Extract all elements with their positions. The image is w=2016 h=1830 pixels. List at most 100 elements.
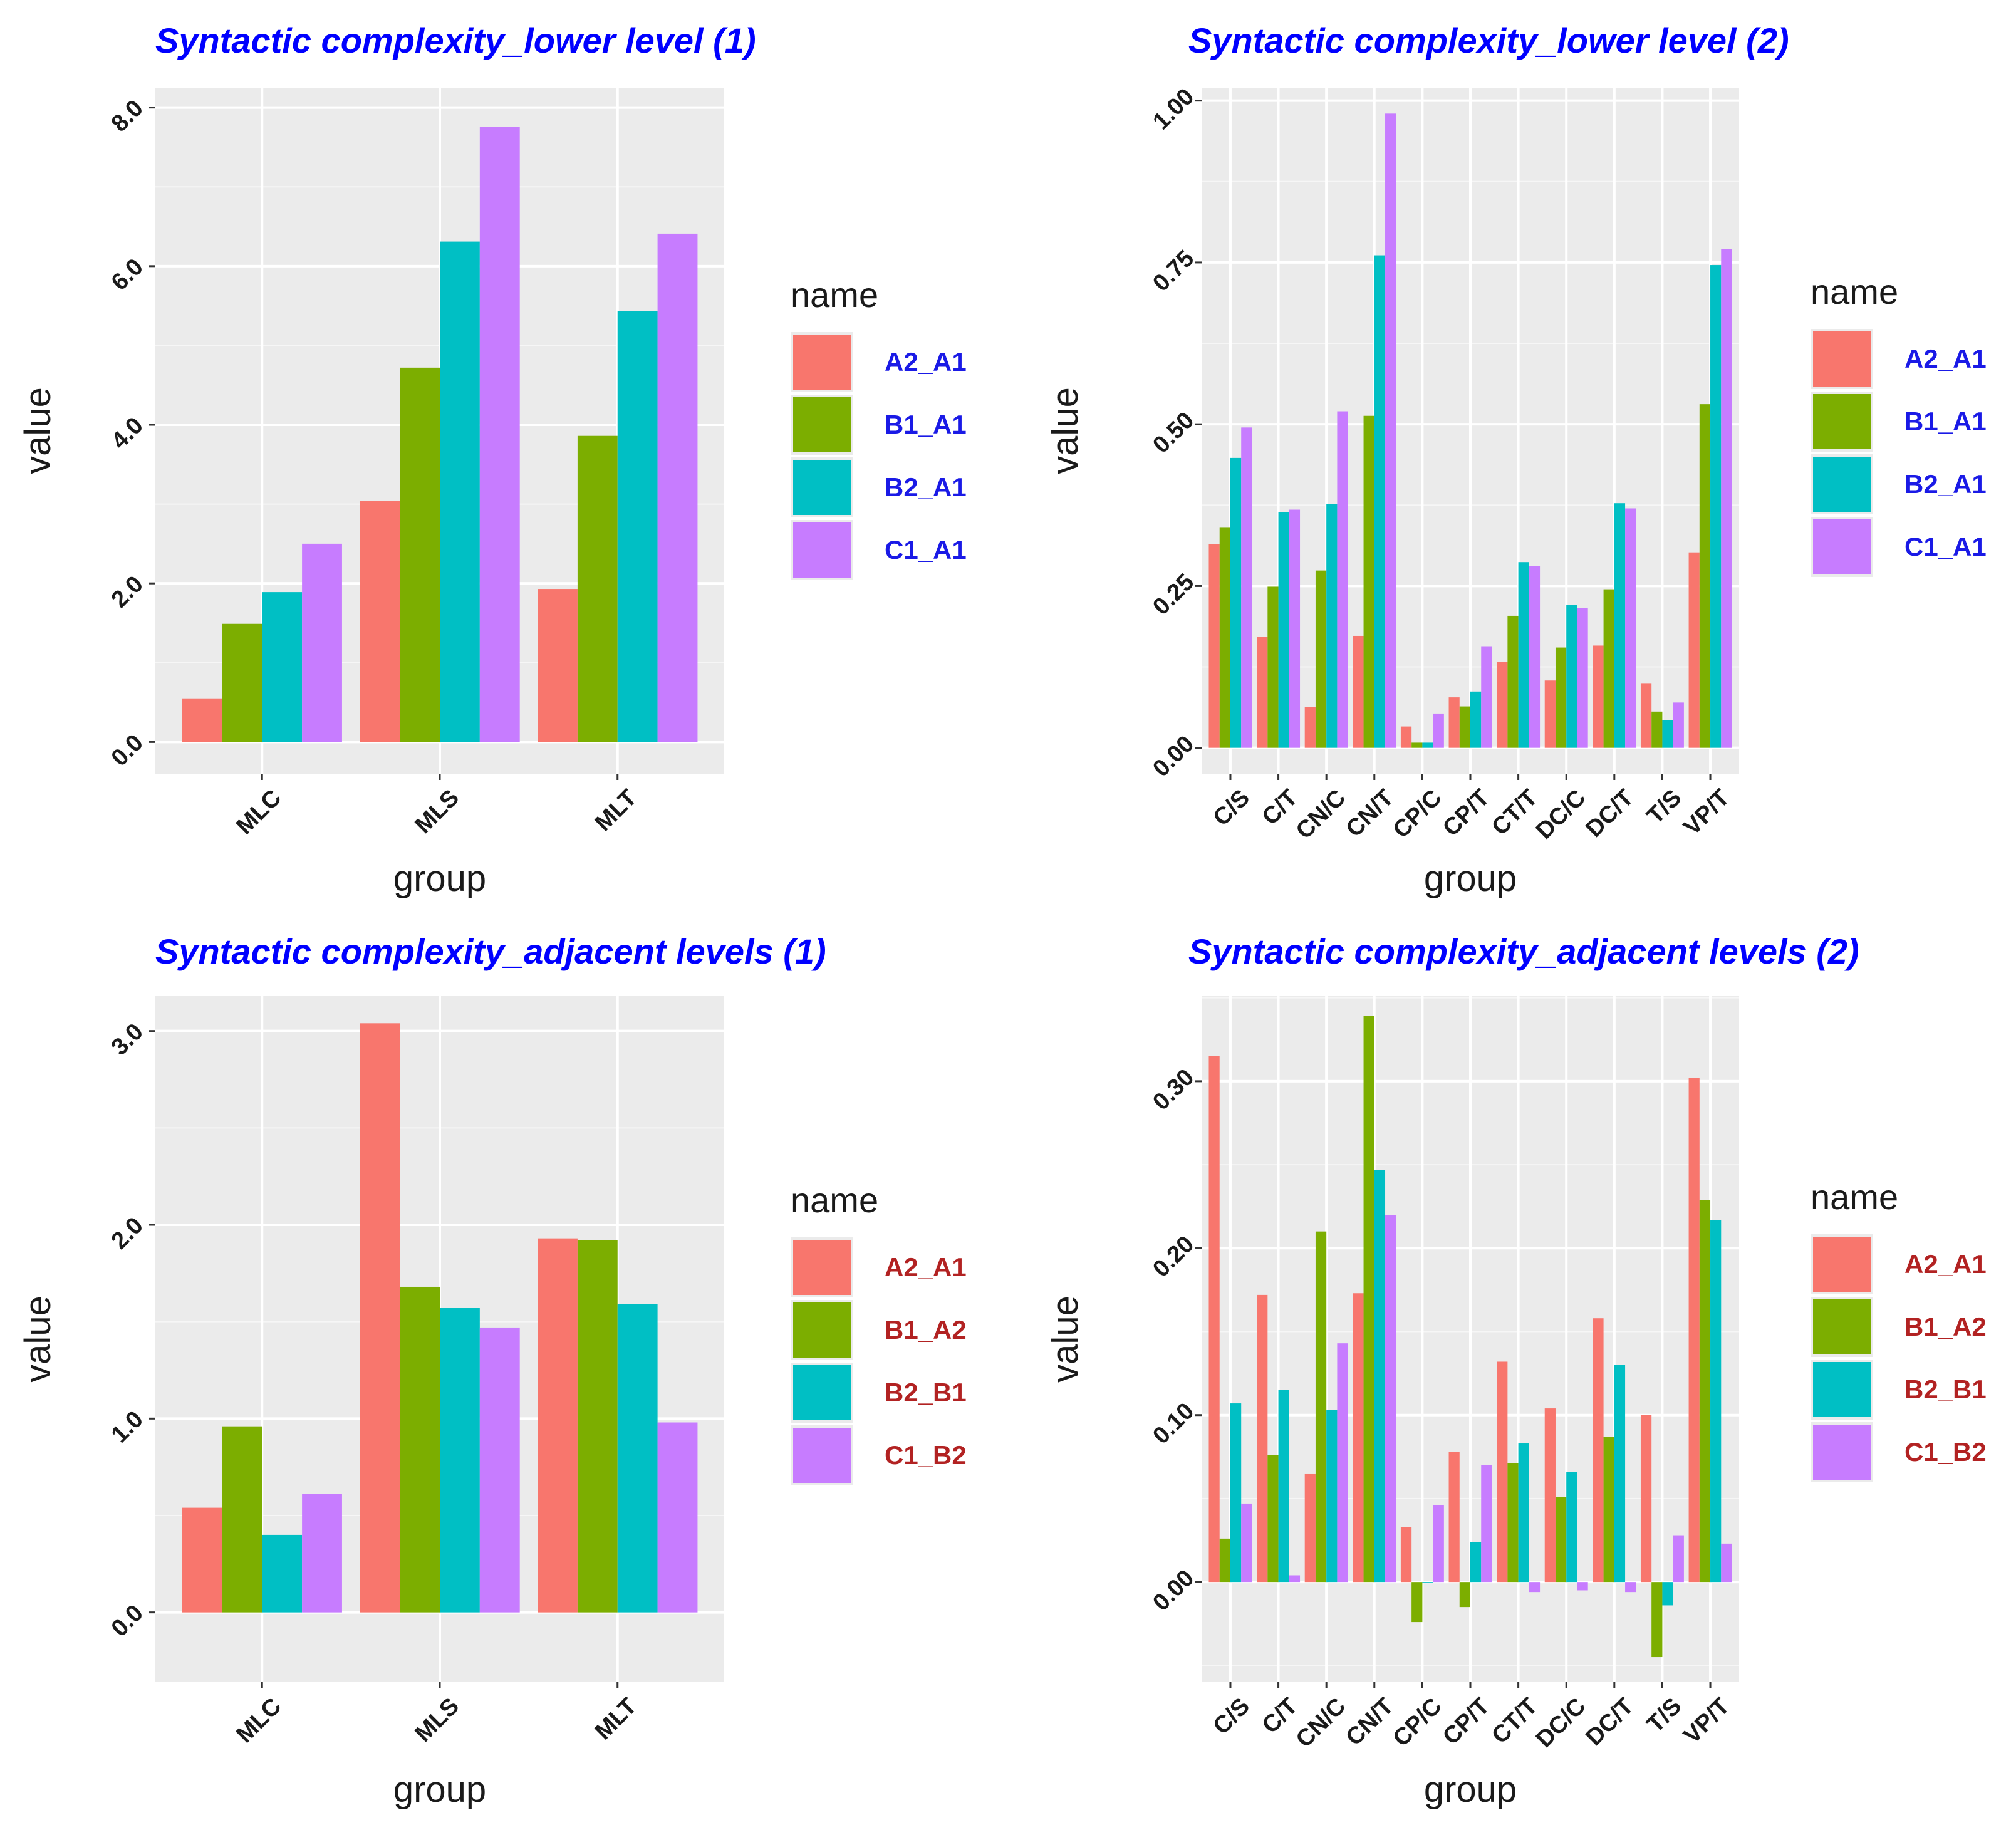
legend-swatch-b2-b1 [1813, 1362, 1871, 1417]
legend-swatch-c1-a1 [793, 522, 851, 578]
bar-c-t-b1-a1 [1267, 586, 1279, 748]
bar-cp-t-b2-b1 [1470, 1542, 1482, 1583]
bar-c-s-b1-a1 [1219, 527, 1230, 748]
bar-c-s-b1-a2 [1219, 1538, 1230, 1583]
legend-title: name [1811, 272, 1898, 311]
bar-cp-c-c1-a1 [1433, 713, 1444, 748]
bar-mlt-c1-a1 [657, 233, 698, 742]
x-tick-label: DC/C [1531, 784, 1591, 844]
bar-ct-t-b2-b1 [1518, 1443, 1529, 1583]
bar-cn-c-a2-a1 [1304, 1473, 1316, 1583]
bar-cp-t-a2-a1 [1448, 1452, 1460, 1583]
x-axis-title: group [1424, 1769, 1517, 1810]
bar-dc-t-c1-b2 [1625, 1582, 1636, 1593]
bar-vp-t-a2-a1 [1688, 552, 1700, 748]
bar-c-t-b2-a1 [1278, 512, 1289, 748]
bar-c-s-c1-b2 [1241, 1503, 1252, 1583]
bar-mls-c1-b2 [479, 1327, 520, 1613]
y-axis-title: value [1045, 387, 1086, 474]
bar-dc-c-c1-b2 [1577, 1582, 1588, 1591]
chart-title: Syntactic complexity_adjacent levels (1) [155, 932, 826, 971]
bar-dc-c-a2-a1 [1544, 680, 1556, 748]
bar-ct-t-c1-a1 [1529, 566, 1541, 748]
bar-t-s-a2-a1 [1640, 683, 1652, 748]
x-tick-label: CP/T [1438, 1693, 1495, 1750]
legend-label-a2-a1: A2_A1 [885, 1252, 967, 1282]
y-tick-label: 0.20 [1148, 1231, 1199, 1282]
y-tick-label: 6.0 [107, 254, 148, 296]
bar-cp-t-a2-a1 [1448, 697, 1460, 748]
legend-swatch-b2-a1 [1813, 457, 1871, 512]
bar-mlc-b2-a1 [262, 592, 303, 742]
bar-cn-c-b2-a1 [1326, 504, 1338, 748]
bar-cp-c-a2-a1 [1400, 1527, 1412, 1583]
x-tick-label: CN/C [1291, 784, 1351, 844]
bar-mlt-c1-b2 [657, 1422, 698, 1613]
y-axis-title: value [18, 387, 58, 474]
bar-mlc-b2-b1 [262, 1534, 303, 1613]
bar-cp-c-b1-a2 [1411, 1582, 1423, 1623]
bar-t-s-b1-a1 [1651, 711, 1663, 748]
bar-dc-c-b1-a1 [1555, 647, 1567, 748]
y-tick-label: 2.0 [107, 1212, 148, 1254]
bar-mlc-c1-a1 [302, 543, 342, 742]
bar-c-s-b2-b1 [1230, 1403, 1242, 1583]
bar-mlt-a2-a1 [538, 1238, 578, 1613]
bar-t-s-c1-b2 [1673, 1535, 1684, 1583]
y-tick-label: 0.00 [1148, 730, 1199, 782]
x-tick-label: CP/C [1388, 784, 1447, 843]
x-tick-label: CT/T [1487, 784, 1542, 840]
bar-cn-t-b1-a1 [1363, 415, 1374, 748]
legend-swatch-a2-a1 [793, 1240, 851, 1295]
legend-title: name [1811, 1177, 1898, 1217]
legend-label-b1-a2: B1_A2 [1904, 1312, 1987, 1341]
x-tick-label: DC/C [1531, 1693, 1591, 1752]
legend-label-b2-a1: B2_A1 [885, 472, 967, 502]
bar-cn-t-c1-a1 [1385, 113, 1396, 748]
y-tick-label: 0.0 [107, 1600, 148, 1642]
bar-ct-t-b1-a2 [1507, 1463, 1519, 1583]
y-tick-label: 0.00 [1148, 1565, 1199, 1616]
x-axis-title: group [393, 858, 486, 899]
bar-c-t-a2-a1 [1257, 637, 1268, 748]
x-tick-label: VP/T [1679, 784, 1735, 840]
bar-cp-t-c1-a1 [1481, 646, 1492, 748]
bar-cn-t-b2-a1 [1374, 255, 1386, 748]
legend-label-b2-a1: B2_A1 [1904, 469, 1987, 499]
bar-cn-c-a2-a1 [1304, 707, 1316, 748]
y-tick-label: 0.50 [1148, 407, 1199, 459]
bar-mlc-b1-a2 [222, 1426, 262, 1613]
legend-label-b1-a2: B1_A2 [885, 1315, 967, 1344]
legend-title: name [791, 1180, 878, 1220]
bar-mls-c1-a1 [479, 127, 520, 742]
legend-label-a2-a1: A2_A1 [1904, 344, 1987, 373]
bar-dc-c-a2-a1 [1544, 1408, 1556, 1583]
bar-cp-c-b1-a1 [1411, 742, 1423, 748]
bar-vp-t-c1-a1 [1721, 249, 1732, 748]
bar-cp-t-b2-a1 [1470, 691, 1482, 748]
legend-label-b1-a1: B1_A1 [1904, 407, 1987, 436]
x-tick-label: MLT [590, 1693, 642, 1745]
bar-mlt-a2-a1 [538, 589, 578, 742]
bar-dc-c-b2-a1 [1566, 605, 1577, 748]
bar-vp-t-c1-b2 [1721, 1543, 1732, 1583]
x-tick-label: CN/T [1341, 784, 1398, 842]
y-tick-label: 4.0 [107, 412, 148, 454]
bar-mls-b1-a2 [400, 1286, 440, 1613]
bar-t-s-b2-b1 [1662, 1582, 1673, 1606]
y-tick-label: 0.25 [1148, 569, 1199, 620]
bar-cp-t-c1-b2 [1481, 1465, 1492, 1583]
bar-cp-c-a2-a1 [1400, 726, 1412, 748]
bar-mls-b2-a1 [440, 241, 480, 742]
x-tick-label: C/S [1208, 784, 1255, 831]
x-tick-label: MLC [231, 1693, 286, 1748]
x-tick-label: CP/T [1438, 784, 1495, 841]
bar-t-s-b2-a1 [1662, 720, 1673, 748]
bar-mls-b2-b1 [440, 1308, 480, 1613]
legend-label-c1-b2: C1_B2 [885, 1440, 967, 1470]
bar-cn-t-c1-b2 [1385, 1215, 1396, 1583]
y-tick-label: 8.0 [107, 95, 148, 137]
bar-cn-c-c1-b2 [1337, 1343, 1348, 1583]
y-tick-label: 1.00 [1148, 83, 1199, 135]
chart-title: Syntactic complexity_adjacent levels (2) [1188, 932, 1859, 971]
